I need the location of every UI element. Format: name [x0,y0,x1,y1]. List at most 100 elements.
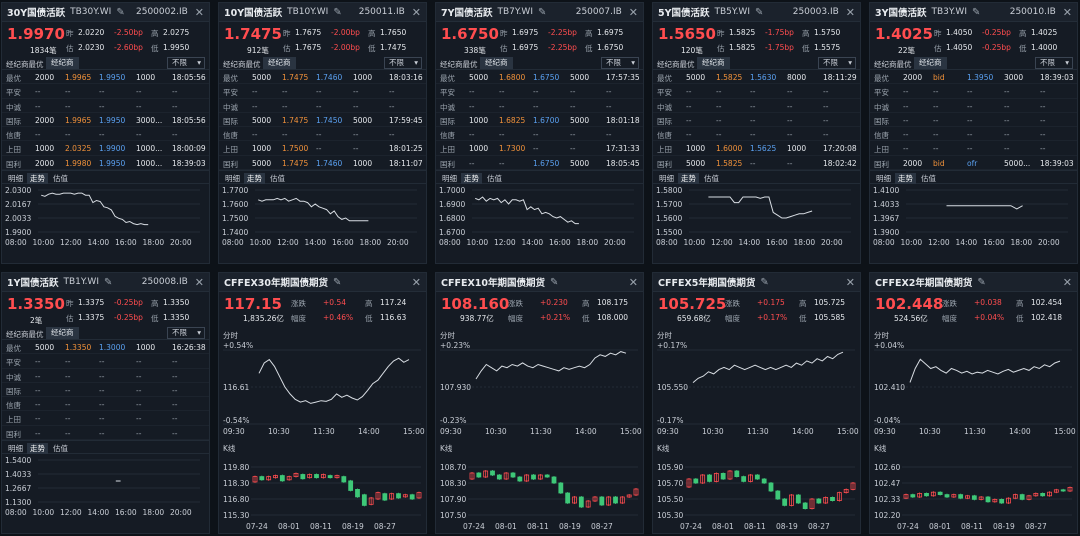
tab-detail[interactable]: 明细 [876,174,891,184]
tab-detail[interactable]: 明细 [659,174,674,184]
tab-trend[interactable]: 走势 [678,173,699,185]
broker-row[interactable]: 平安 -- -- -- -- -- [2,354,209,369]
edit-icon[interactable]: ✎ [116,6,125,18]
broker-row[interactable]: 信唐 -- -- -- -- -- [870,127,1077,142]
broker-row[interactable]: 中诚 -- -- -- -- -- [870,99,1077,113]
broker-row[interactable]: 上田 1000 2.0325 1.9900 1000... 18:00:09 [2,141,209,156]
ofr-volume: -- [1004,130,1010,140]
tab-trend[interactable]: 走势 [244,173,265,185]
bid-price: 1.7475 [282,73,309,82]
edit-icon[interactable]: ✎ [333,6,342,18]
broker-row[interactable]: 最优 5000 1.3350 1.3000 1000 16:26:38 [2,340,209,355]
broker-row[interactable]: 国利 5000 1.7475 1.7460 1000 18:11:07 [219,156,426,171]
broker-row[interactable]: 国际 5000 1.7475 1.7450 5000 17:59:45 [219,113,426,128]
broker-row[interactable]: 最优 5000 1.7475 1.7460 1000 18:03:16 [219,70,426,85]
broker-row[interactable]: 最优 5000 1.6800 1.6750 5000 17:57:35 [436,70,643,85]
tab-detail[interactable]: 明细 [8,174,23,184]
tab-trend[interactable]: 走势 [27,443,48,455]
broker-row[interactable]: 平安 -- -- -- -- -- [653,84,860,99]
candle-body [713,472,719,482]
broker-row[interactable]: 中诚 -- -- -- -- -- [653,99,860,113]
close-icon[interactable]: ✕ [194,5,204,19]
tab-valuation[interactable]: 估值 [921,174,936,184]
tab-detail[interactable]: 明细 [442,174,457,184]
edit-icon[interactable]: ✎ [550,276,559,288]
filter-select[interactable]: 不限 ▾ [818,57,856,69]
broker-row[interactable]: 信唐 -- -- -- -- -- [219,127,426,142]
filter-select[interactable]: 不限 ▾ [167,327,205,339]
broker-row[interactable]: 平安 -- -- -- -- -- [436,84,643,99]
broker-row[interactable]: 国利 5000 1.5825 -- -- 18:02:42 [653,156,860,171]
broker-row[interactable]: 国际 -- -- -- -- -- [653,113,860,128]
broker-row[interactable]: 中诚 -- -- -- -- -- [219,99,426,113]
close-icon[interactable]: ✕ [411,5,421,19]
x-tick-label: 08-11 [527,522,549,531]
broker-button[interactable]: 经纪商 [46,57,79,69]
broker-button[interactable]: 经纪商 [46,327,79,339]
edit-icon[interactable]: ✎ [760,276,769,288]
broker-row[interactable]: 信唐 -- -- -- -- -- [2,127,209,142]
broker-row[interactable]: 平安 -- -- -- -- -- [2,84,209,99]
close-icon[interactable]: ✕ [845,5,855,19]
broker-button[interactable]: 经纪商 [480,57,513,69]
low-value: 1.5575 [814,43,841,52]
close-icon[interactable]: ✕ [1062,275,1072,289]
broker-row[interactable]: 平安 -- -- -- -- -- [870,84,1077,99]
edit-icon[interactable]: ✎ [972,6,981,18]
broker-row[interactable]: 国利 -- -- 1.6750 5000 18:05:45 [436,156,643,171]
tab-valuation[interactable]: 估值 [704,174,719,184]
tab-trend[interactable]: 走势 [461,173,482,185]
filter-select[interactable]: 不限 ▾ [1035,57,1073,69]
tab-valuation[interactable]: 估值 [53,444,68,454]
broker-row[interactable]: 最优 2000 bid 1.3950 3000 18:39:03 [870,70,1077,85]
edit-icon[interactable]: ✎ [755,6,764,18]
broker-name: 平安 [440,88,455,98]
tab-valuation[interactable]: 估值 [270,174,285,184]
tab-trend[interactable]: 走势 [27,173,48,185]
edit-icon[interactable]: ✎ [977,276,986,288]
close-icon[interactable]: ✕ [628,5,638,19]
broker-row[interactable]: 国利 -- -- -- -- -- [2,426,209,441]
broker-row[interactable]: 中诚 -- -- -- -- -- [2,99,209,113]
broker-row[interactable]: 上田 1000 1.7300 -- -- 17:31:33 [436,141,643,156]
broker-row[interactable]: 平安 -- -- -- -- -- [219,84,426,99]
broker-row[interactable]: 国利 2000 1.9980 1.9950 1000... 18:39:03 [2,156,209,171]
edit-icon[interactable]: ✎ [538,6,547,18]
close-icon[interactable]: ✕ [194,275,204,289]
broker-row[interactable]: 信唐 -- -- -- -- -- [436,127,643,142]
edit-icon[interactable]: ✎ [333,276,342,288]
broker-row[interactable]: 上田 1000 1.6000 1.5625 1000 17:20:08 [653,141,860,156]
edit-icon[interactable]: ✎ [104,276,113,288]
tab-trend[interactable]: 走势 [895,173,916,185]
broker-row[interactable]: 上田 1000 1.7500 -- -- 18:01:25 [219,141,426,156]
broker-button[interactable]: 经纪商 [914,57,947,69]
broker-button[interactable]: 经纪商 [263,57,296,69]
broker-row[interactable]: 国际 -- -- -- -- -- [2,383,209,398]
tab-valuation[interactable]: 估值 [487,174,502,184]
broker-row[interactable]: 中诚 -- -- -- -- -- [436,99,643,113]
broker-row[interactable]: 最优 5000 1.5825 1.5630 8000 18:11:29 [653,70,860,85]
tab-detail[interactable]: 明细 [225,174,240,184]
broker-row[interactable]: 国际 2000 1.9965 1.9950 3000... 18:05:56 [2,113,209,128]
broker-row[interactable]: 信唐 -- -- -- -- -- [2,397,209,412]
broker-button[interactable]: 经纪商 [697,57,730,69]
close-icon[interactable]: ✕ [845,275,855,289]
broker-row[interactable]: 上田 -- -- -- -- -- [870,141,1077,156]
close-icon[interactable]: ✕ [1062,5,1072,19]
broker-row[interactable]: 中诚 -- -- -- -- -- [2,369,209,383]
broker-row[interactable]: 国际 -- -- -- -- -- [870,113,1077,128]
filter-select[interactable]: 不限 ▾ [601,57,639,69]
filter-select[interactable]: 不限 ▾ [384,57,422,69]
broker-row[interactable]: 国际 1000 1.6825 1.6700 5000 18:01:18 [436,113,643,128]
close-icon[interactable]: ✕ [411,275,421,289]
tab-detail[interactable]: 明细 [8,444,23,454]
candle-body [626,494,632,498]
broker-row[interactable]: 最优 2000 1.9965 1.9950 1000 18:05:56 [2,70,209,85]
filter-select[interactable]: 不限 ▾ [167,57,205,69]
last-price: 1.5650 [658,25,716,43]
broker-row[interactable]: 信唐 -- -- -- -- -- [653,127,860,142]
broker-row[interactable]: 上田 -- -- -- -- -- [2,411,209,426]
broker-row[interactable]: 国利 2000 bid ofr 5000... 18:39:03 [870,156,1077,171]
tab-valuation[interactable]: 估值 [53,174,68,184]
close-icon[interactable]: ✕ [628,275,638,289]
